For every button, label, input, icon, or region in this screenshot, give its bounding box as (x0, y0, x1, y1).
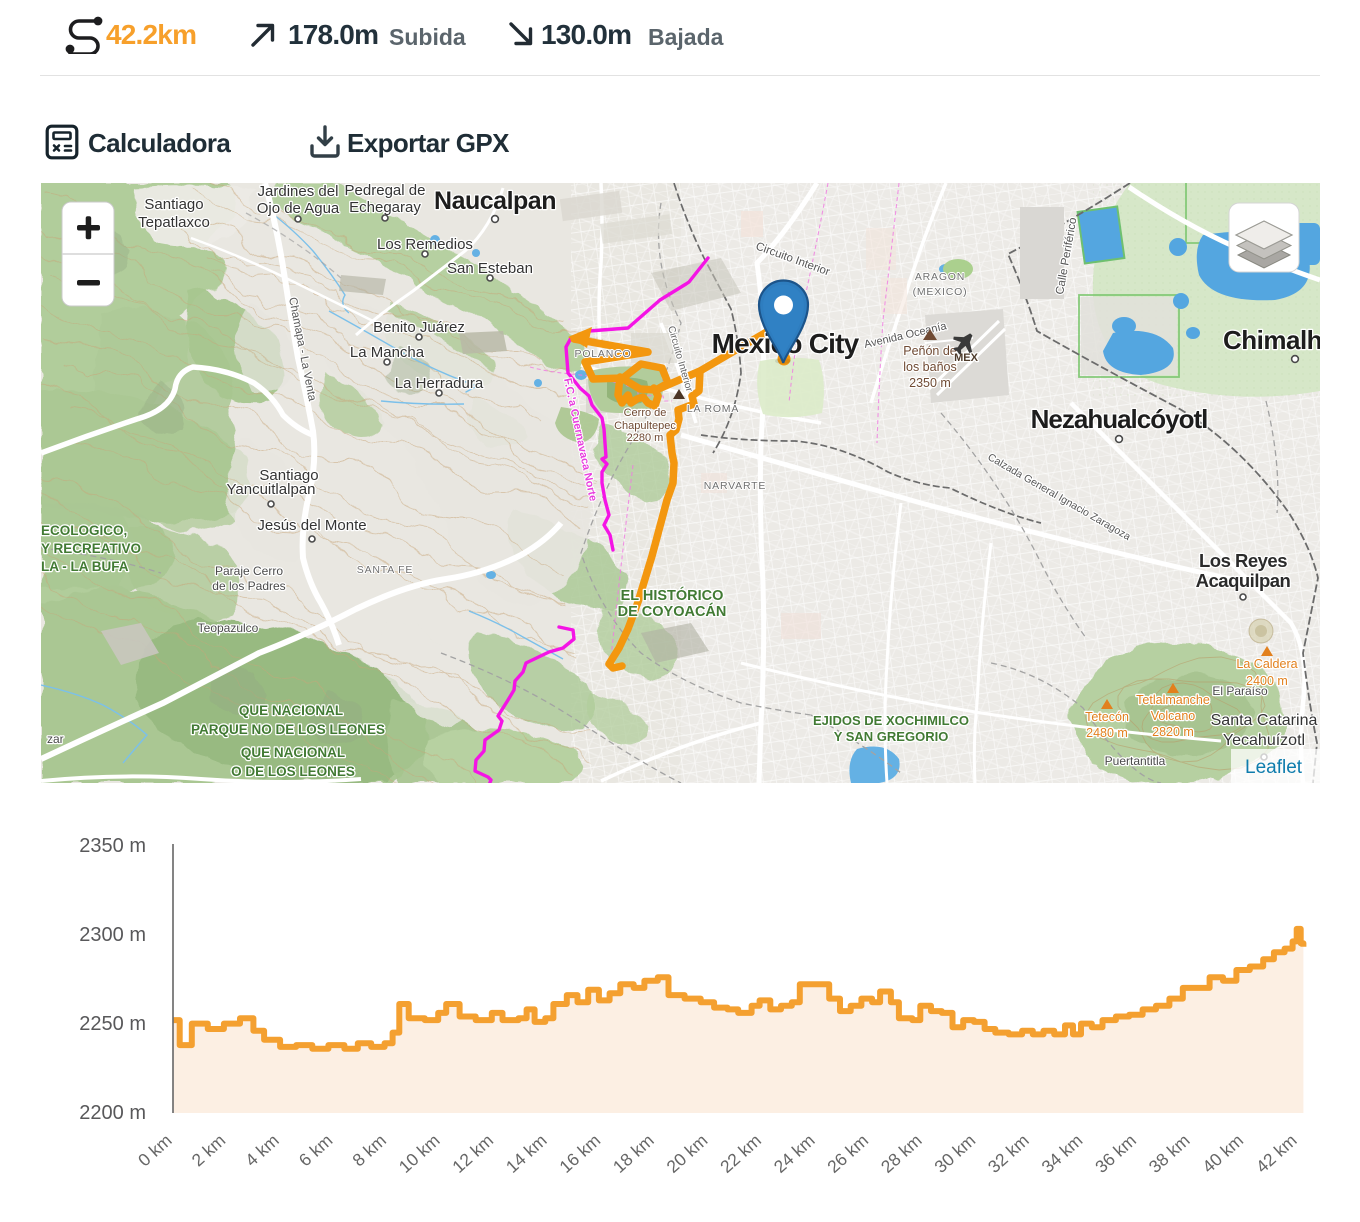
svg-text:DE COYOACÁN: DE COYOACÁN (618, 603, 727, 620)
svg-text:2280 m: 2280 m (627, 432, 664, 444)
svg-text:Puertantitla: Puertantitla (1105, 754, 1166, 768)
svg-text:POLANCO: POLANCO (575, 348, 632, 360)
svg-text:Los Reyes: Los Reyes (1199, 550, 1287, 571)
svg-text:Los Remedios: Los Remedios (377, 236, 473, 253)
svg-text:los baños: los baños (903, 360, 957, 374)
svg-text:40 km: 40 km (1198, 1130, 1247, 1177)
svg-text:El Paraíso: El Paraíso (1212, 684, 1268, 698)
svg-text:Jesús del Monte: Jesús del Monte (257, 517, 366, 534)
svg-text:La Herradura: La Herradura (395, 375, 484, 392)
svg-text:Paraje Cerro: Paraje Cerro (215, 564, 283, 578)
svg-text:ECOLOGICO,: ECOLOGICO, (41, 523, 127, 538)
svg-text:6 km: 6 km (295, 1130, 337, 1170)
svg-text:Benito Juárez: Benito Juárez (373, 319, 465, 336)
svg-text:30 km: 30 km (930, 1130, 979, 1177)
svg-text:Yecahuízotl: Yecahuízotl (1223, 732, 1305, 749)
svg-text:2200 m: 2200 m (79, 1102, 146, 1124)
svg-text:34 km: 34 km (1038, 1130, 1087, 1177)
svg-text:Chapultepec: Chapultepec (614, 420, 676, 432)
svg-text:O DE LOS LEONES: O DE LOS LEONES (231, 764, 355, 779)
svg-text:San Esteban: San Esteban (447, 260, 533, 277)
svg-text:MEX: MEX (954, 352, 979, 364)
svg-text:Santiago: Santiago (259, 467, 318, 484)
svg-text:PARQUE NO DE LOS LEONES: PARQUE NO DE LOS LEONES (191, 722, 385, 737)
svg-text:Volcano: Volcano (1151, 709, 1196, 723)
svg-text:38 km: 38 km (1145, 1130, 1194, 1177)
svg-text:20 km: 20 km (663, 1130, 712, 1177)
svg-text:Santa Catarina: Santa Catarina (1211, 712, 1318, 729)
svg-text:42 km: 42 km (1252, 1130, 1301, 1177)
svg-text:18 km: 18 km (609, 1130, 658, 1177)
svg-text:24 km: 24 km (770, 1130, 819, 1177)
svg-text:Y SAN GREGORIO: Y SAN GREGORIO (834, 729, 949, 744)
svg-text:26 km: 26 km (823, 1130, 872, 1177)
svg-text:LA - LA BUFA: LA - LA BUFA (41, 559, 129, 574)
svg-text:2350 m: 2350 m (79, 835, 146, 857)
svg-text:Nezahualcóyotl: Nezahualcóyotl (1031, 404, 1208, 434)
svg-text:14 km: 14 km (502, 1130, 551, 1177)
svg-text:Cerro de: Cerro de (624, 407, 667, 419)
svg-text:NARVARTE: NARVARTE (704, 480, 766, 492)
svg-text:Peñón de: Peñón de (903, 344, 957, 358)
svg-text:Acaquilpan: Acaquilpan (1196, 570, 1291, 591)
svg-text:2820 m: 2820 m (1152, 725, 1194, 739)
svg-text:Jardines del: Jardines del (258, 183, 339, 200)
svg-text:(MEXICO): (MEXICO) (913, 286, 968, 298)
svg-text:Tetecón: Tetecón (1085, 710, 1129, 724)
svg-text:Yancuitlalpan: Yancuitlalpan (227, 481, 316, 498)
svg-text:QUE NACIONAL: QUE NACIONAL (239, 703, 343, 718)
svg-text:2300 m: 2300 m (79, 924, 146, 946)
svg-text:22 km: 22 km (716, 1130, 765, 1177)
svg-text:Teopazulco: Teopazulco (198, 621, 259, 635)
svg-text:Chimalhua: Chimalhua (1223, 325, 1320, 355)
svg-text:Ojo de Agua: Ojo de Agua (257, 200, 340, 217)
svg-text:2 km: 2 km (188, 1130, 230, 1170)
svg-text:EJIDOS DE XOCHIMILCO: EJIDOS DE XOCHIMILCO (813, 713, 969, 728)
svg-text:La Caldera: La Caldera (1236, 657, 1297, 671)
svg-text:LA ROMA: LA ROMA (687, 403, 739, 415)
svg-text:EL HISTÓRICO: EL HISTÓRICO (621, 586, 724, 604)
svg-text:4 km: 4 km (241, 1130, 283, 1170)
svg-text:28 km: 28 km (877, 1130, 926, 1177)
svg-text:2250 m: 2250 m (79, 1013, 146, 1035)
svg-text:La Mancha: La Mancha (350, 344, 425, 361)
svg-text:0 km: 0 km (134, 1130, 176, 1170)
svg-text:12 km: 12 km (448, 1130, 497, 1177)
svg-text:Leaflet: Leaflet (1245, 757, 1303, 778)
svg-text:10 km: 10 km (395, 1130, 444, 1177)
svg-text:Santiago: Santiago (144, 196, 203, 213)
svg-text:Tepatlaxco: Tepatlaxco (138, 214, 210, 231)
svg-text:SANTA FE: SANTA FE (357, 564, 413, 576)
svg-text:2400 m: 2400 m (1246, 674, 1288, 688)
svg-text:Pedregal de: Pedregal de (345, 183, 426, 199)
svg-text:2350 m: 2350 m (909, 376, 951, 390)
svg-text:Echegaray: Echegaray (349, 199, 421, 216)
svg-text:36 km: 36 km (1091, 1130, 1140, 1177)
svg-text:Tetlalmanche: Tetlalmanche (1136, 693, 1210, 707)
svg-text:QUE NACIONAL: QUE NACIONAL (241, 745, 345, 760)
svg-text:de los Padres: de los Padres (212, 579, 285, 593)
svg-text:zar: zar (47, 732, 64, 746)
svg-text:32 km: 32 km (984, 1130, 1033, 1177)
svg-text:ARAGON: ARAGON (915, 271, 965, 283)
svg-text:8 km: 8 km (348, 1130, 390, 1170)
svg-text:Y RECREATIVO: Y RECREATIVO (41, 541, 141, 556)
svg-text:16 km: 16 km (555, 1130, 604, 1177)
svg-text:2480 m: 2480 m (1086, 726, 1128, 740)
svg-text:Naucalpan: Naucalpan (434, 187, 556, 215)
